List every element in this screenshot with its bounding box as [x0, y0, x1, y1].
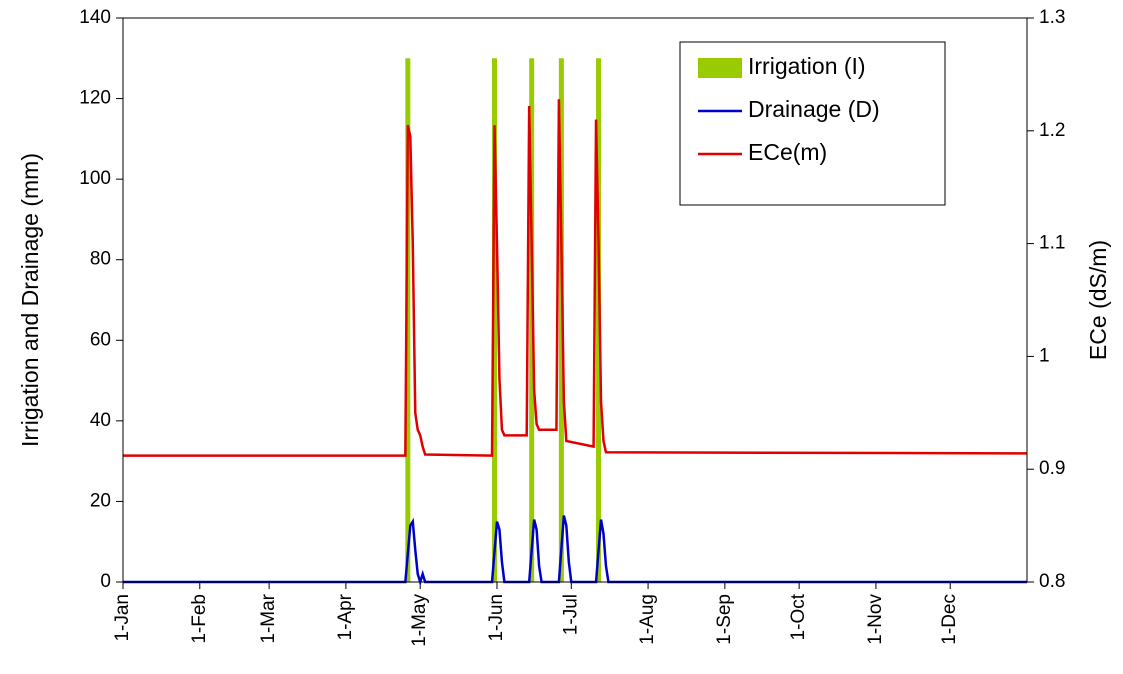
legend-swatch — [698, 58, 742, 78]
x-tick-label: 1-Apr — [335, 593, 356, 640]
legend-label: Drainage (D) — [748, 96, 880, 122]
x-tick-label: 1-May — [409, 594, 430, 647]
x-tick-label: 1-Jul — [560, 594, 581, 635]
y-tick-label: 100 — [79, 168, 111, 189]
line — [123, 515, 1027, 587]
bar — [529, 58, 535, 583]
x-tick-label: 1-Dec — [939, 594, 960, 645]
plot-frame — [122, 17, 1028, 583]
x-tick-label: 1-Oct — [788, 593, 809, 640]
x-tick-label: 1-Sep — [714, 594, 735, 645]
x-tick-label: 1-Jan — [112, 594, 133, 642]
y-tick-label: 20 — [90, 490, 111, 511]
y2-tick-label: 0.8 — [1039, 571, 1065, 592]
y-tick-label: 60 — [90, 329, 111, 350]
y-tick-label: 80 — [90, 249, 111, 270]
bar — [492, 58, 498, 583]
y-tick-label: 0 — [100, 571, 111, 592]
line — [123, 99, 1028, 457]
x-tick-label: 1-Nov — [865, 594, 886, 645]
x-tick-label: 1-Jun — [486, 594, 507, 642]
bar — [405, 58, 411, 583]
x-tick-label: 1-Mar — [258, 593, 279, 643]
legend-label: ECe(m) — [748, 139, 827, 165]
legend-label: Irrigation (I) — [748, 53, 866, 79]
y-tick-label: 120 — [79, 88, 111, 109]
y2-tick-label: 1.2 — [1039, 120, 1065, 141]
y2-axis-title: ECe (dS/m) — [1085, 240, 1111, 360]
x-tick-label: 1-Feb — [189, 594, 210, 644]
y2-tick-label: 1.3 — [1039, 7, 1065, 28]
y-axis-title: Irrigation and Drainage (mm) — [17, 153, 43, 447]
y2-tick-label: 1.1 — [1039, 233, 1065, 254]
y2-tick-label: 0.9 — [1039, 458, 1065, 479]
y2-tick-label: 1 — [1039, 345, 1050, 366]
y-tick-label: 40 — [90, 410, 111, 431]
y-tick-label: 140 — [79, 7, 111, 28]
x-tick-label: 1-Aug — [637, 594, 658, 645]
